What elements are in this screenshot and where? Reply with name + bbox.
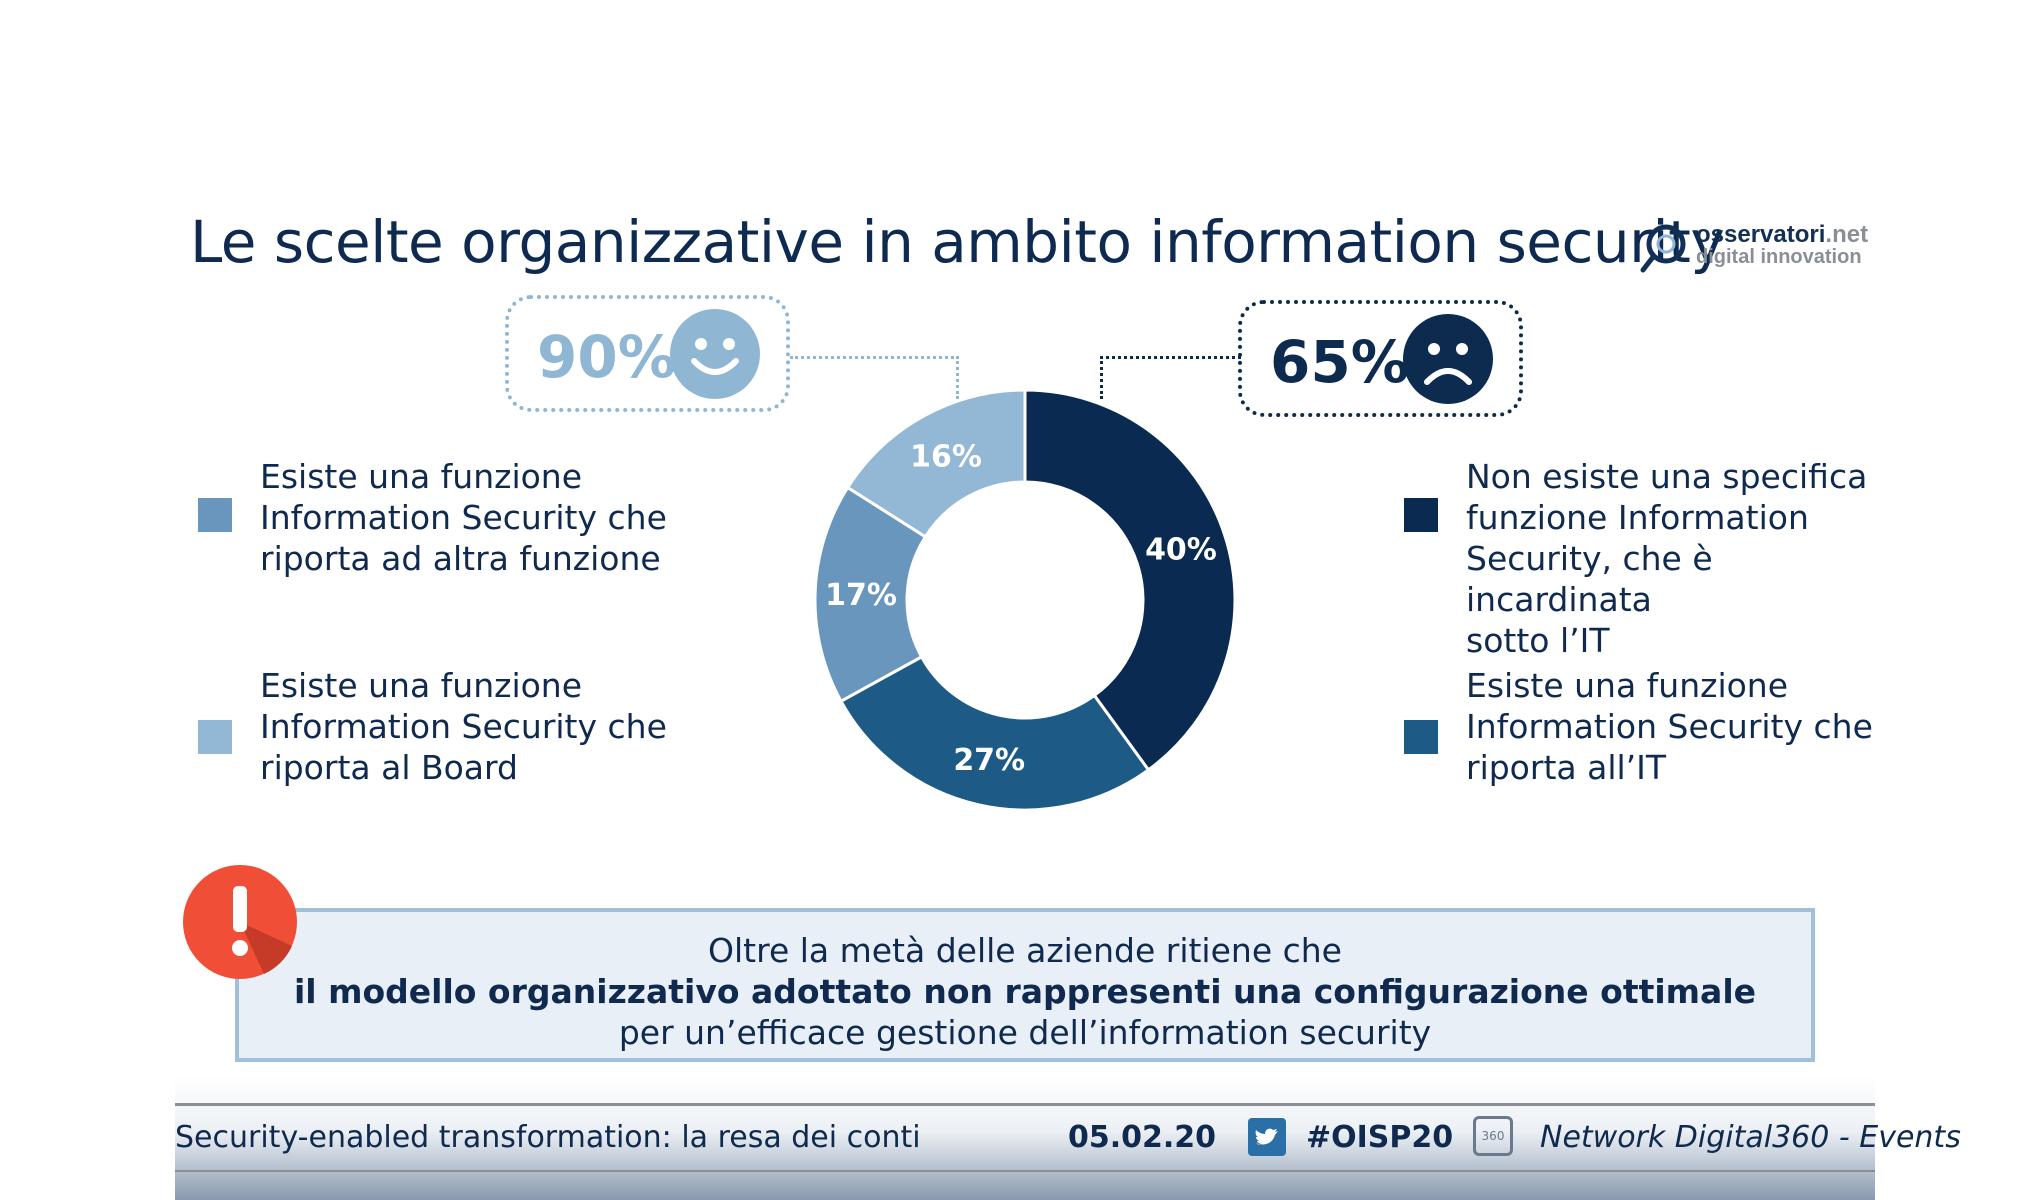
footer-divider-top — [175, 1103, 1875, 1106]
legend-swatch — [198, 498, 232, 532]
slice-reports-it — [838, 654, 1151, 812]
footer-hashtag: #OISP20 — [1306, 1120, 1454, 1155]
alert-icon — [183, 865, 297, 979]
smiley-face-icon — [670, 309, 760, 399]
legend-swatch — [1404, 720, 1438, 754]
legend-swatch — [1404, 498, 1438, 532]
legend-label: Esiste una funzione Information Security… — [260, 457, 667, 578]
logo-main-text: osservatori — [1696, 221, 1826, 248]
logo-suffix: .net — [1825, 221, 1869, 248]
legend-label: Non esiste una specifica funzione Inform… — [1466, 457, 1868, 660]
slice-board — [845, 388, 1027, 539]
footer-event-title: Security-enabled transformation: la resa… — [175, 1120, 921, 1155]
digital360-icon: 360 — [1473, 1116, 1513, 1156]
footer-background — [175, 1075, 1875, 1200]
magnifier-logo-icon — [1640, 224, 1686, 273]
footer-network: Network Digital360 - Events — [1540, 1120, 1961, 1155]
footer-date: 05.02.20 — [1068, 1120, 1217, 1155]
slice-value-label: 40% — [1145, 532, 1217, 567]
slice-value-label: 17% — [825, 578, 897, 613]
unsatisfied-percentage: 65% — [1270, 328, 1409, 396]
legend-label: Esiste una funzione Information Security… — [1466, 666, 1873, 787]
satisfied-percentage: 90% — [537, 323, 676, 391]
legend-swatch — [198, 720, 232, 754]
donut-chart: 40% 27% 17% 16% — [813, 388, 1237, 812]
message-line-3: per un’efficace gestione dell’informatio… — [618, 1013, 1432, 1052]
slice-no-function — [1023, 388, 1237, 772]
twitter-icon — [1248, 1118, 1286, 1156]
footer-divider-bottom — [175, 1170, 1875, 1172]
message-line-2: il modello organizzativo adottato non ra… — [293, 972, 1757, 1011]
page-title: Le scelte organizzative in ambito inform… — [190, 208, 1725, 276]
legend-label: Esiste una funzione Information Security… — [260, 666, 667, 787]
satisfied-connector — [790, 356, 959, 399]
message-line-1: Oltre la metà delle aziende ritiene che — [708, 931, 1342, 970]
slice-value-label: 27% — [953, 743, 1025, 778]
osservatori-logo: osservatori.net digital innovation — [1640, 220, 1880, 280]
unsatisfied-callout: 65% — [1238, 300, 1523, 417]
satisfied-callout: 90% — [505, 295, 790, 412]
slice-other-function — [813, 485, 928, 704]
frowning-face-icon — [1403, 314, 1493, 404]
unsatisfied-connector — [1100, 356, 1241, 399]
slice-value-label: 16% — [910, 439, 982, 474]
logo-subtitle: digital innovation — [1696, 246, 1862, 268]
key-message-box: Oltre la metà delle aziende ritiene che … — [235, 908, 1815, 1062]
